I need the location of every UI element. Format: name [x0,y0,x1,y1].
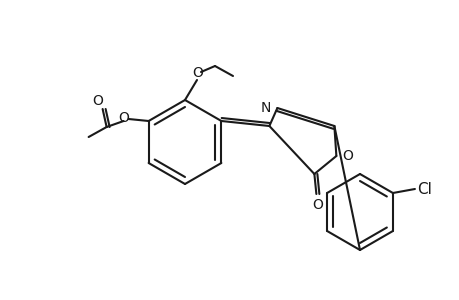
Text: N: N [260,101,271,115]
Text: O: O [192,66,203,80]
Text: O: O [341,149,353,163]
Text: O: O [118,111,129,125]
Text: Cl: Cl [416,182,431,196]
Text: O: O [91,94,102,108]
Text: O: O [311,198,322,212]
